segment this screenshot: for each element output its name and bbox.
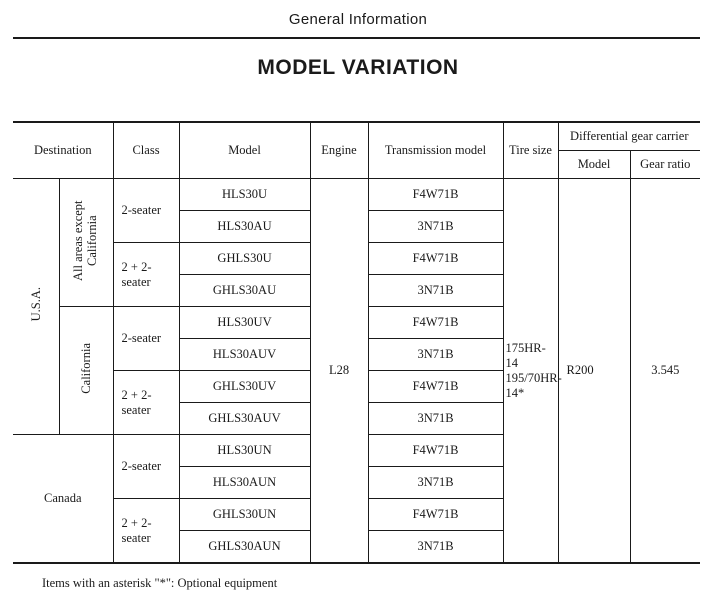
transmission-cell: F4W71B [367,242,504,275]
transmission-cell: F4W71B [367,306,504,339]
class-cell: 2-seater [112,306,180,371]
diff-model-cell: R200 [557,178,631,564]
model-cell: GHLS30U [178,242,311,275]
header-rule [13,37,700,39]
destination-usa-all: All areas except California [58,178,114,307]
transmission-cell: 3N71B [367,402,504,435]
model-cell: GHLS30UV [178,370,311,403]
destination-canada: Canada [13,434,114,564]
table-row: HLS30AUV 3N71B [13,338,700,371]
table-row: GHLS30AUV 3N71B [13,402,700,435]
header-differential: Differential gear carrier [557,121,701,151]
model-cell: HLS30AU [179,210,311,243]
model-variation-table: Destination Class Model Engine Transmiss… [13,121,701,564]
table-row: 2 + 2-seater GHLS30U F4W71B [13,242,700,307]
model-cell: HLS30AUN [179,466,311,499]
header-class: Class [112,121,180,179]
table-row: 2 + 2-seater GHLS30UV F4W71B [13,370,700,435]
transmission-cell: F4W71B [367,434,504,467]
header-tire-size: Tire size [502,121,559,179]
header-engine: Engine [309,121,369,179]
class-cell: 2-seater [112,434,180,499]
tire-size-cell: 175HR-14 195/70HR-14* [502,178,562,564]
transmission-cell: 3N71B [367,530,504,564]
transmission-cell: F4W71B [367,178,504,211]
transmission-cell: 3N71B [367,466,504,499]
transmission-cell: F4W71B [367,370,504,403]
model-cell: GHLS30AU [179,274,311,307]
class-cell: 2-seater [112,178,180,243]
transmission-cell: 3N71B [367,338,504,371]
gear-ratio-cell: 3.545 [629,178,701,564]
transmission-cell: F4W71B [367,498,504,531]
page-title: MODEL VARIATION [257,56,459,79]
class-cell: 2 + 2-seater [113,498,180,564]
section-header: General Information [288,11,428,28]
model-cell: GHLS30UN [178,498,311,531]
model-cell: HLS30UV [178,306,311,339]
table-row: GHLS30AUN 3N71B [13,530,700,564]
destination-california: California [59,306,114,435]
transmission-cell: 3N71B [367,210,504,243]
class-cell: 2 + 2-seater [113,370,180,435]
model-cell: GHLS30AUN [179,530,311,564]
model-cell: HLS30AUV [179,338,311,371]
table-row: U.S.A. All areas except California 2-sea… [13,178,701,564]
table-row: GHLS30AU 3N71B [13,274,700,307]
engine-cell: L28 [309,178,369,564]
header-gear-ratio: Gear ratio [629,150,701,179]
header-diff-model: Model [558,150,631,179]
table-row: 2 + 2-seater GHLS30UN F4W71B [13,498,700,564]
header-destination: Destination [13,121,114,179]
model-cell: GHLS30AUV [179,402,311,435]
table-row: California 2-seater HLS30UV F4W71B [13,306,700,435]
footnote: Items with an asterisk "*": Optional equ… [42,576,278,590]
header-transmission: Transmission model [367,121,504,179]
destination-usa: U.S.A. [13,178,60,435]
class-cell: 2 + 2-seater [113,242,180,307]
table-row: HLS30AU 3N71B [13,210,700,243]
model-cell: HLS30U [178,178,311,211]
model-cell: HLS30UN [178,434,311,467]
transmission-cell: 3N71B [367,274,504,307]
header-model: Model [178,121,311,179]
